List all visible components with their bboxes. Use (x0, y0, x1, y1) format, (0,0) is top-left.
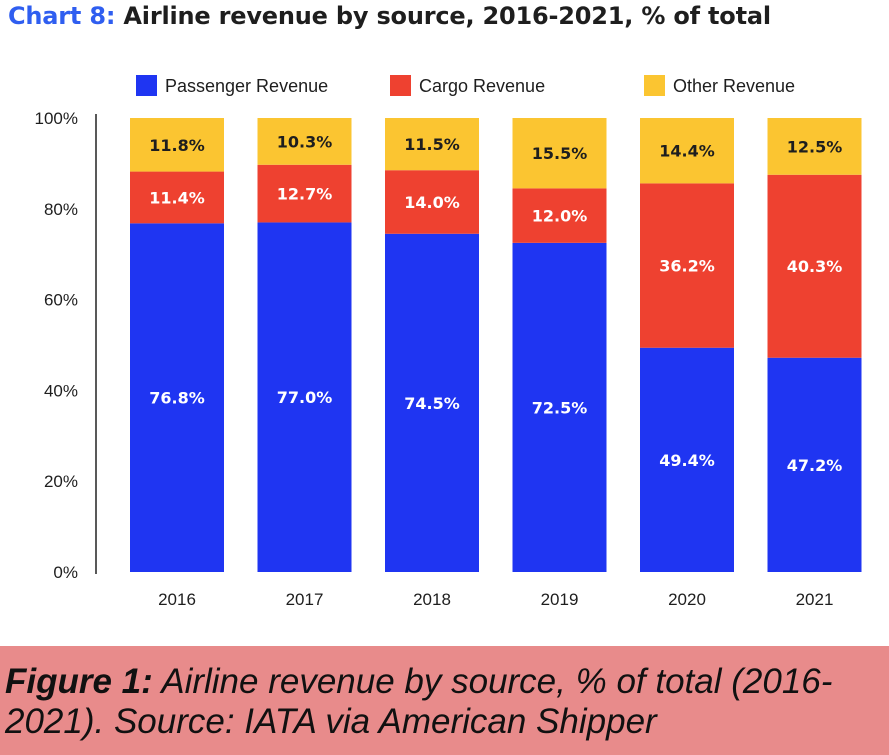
bar-segment (257, 118, 352, 165)
data-label: 14.0% (404, 193, 460, 212)
x-tick-label: 2017 (286, 590, 324, 609)
data-label: 74.5% (404, 394, 460, 413)
x-tick-label: 2021 (796, 590, 834, 609)
data-label: 12.5% (787, 137, 843, 156)
legend-label: Other Revenue (673, 76, 795, 96)
data-label: 10.3% (277, 132, 333, 151)
bar-segment (385, 170, 479, 234)
data-label: 11.4% (149, 188, 205, 207)
caption-text: Airline revenue by source, % of total (2… (5, 662, 833, 741)
y-tick-label: 100% (35, 109, 78, 128)
bar-segment (130, 171, 224, 224)
legend-swatch (390, 75, 411, 96)
bar-segment (385, 233, 479, 572)
bar-segment (385, 118, 479, 171)
legend-swatch (644, 75, 665, 96)
y-tick-label: 0% (53, 563, 78, 582)
bar-segment (257, 222, 352, 573)
bar-segment (130, 118, 224, 172)
data-label: 36.2% (659, 257, 715, 276)
data-label: 76.8% (149, 389, 205, 408)
data-label: 12.7% (277, 185, 333, 204)
bar-segment (640, 347, 734, 572)
bar-segment (767, 357, 862, 572)
chart-title-text: Airline revenue by source, 2016-2021, % … (123, 2, 771, 30)
y-tick-label: 20% (44, 472, 78, 491)
data-label: 72.5% (532, 398, 588, 417)
legend-swatch (136, 75, 157, 96)
data-label: 11.5% (404, 135, 460, 154)
data-label: 11.8% (149, 136, 205, 155)
bar-segment (257, 164, 352, 223)
data-label: 12.0% (532, 207, 588, 226)
bar-segment (640, 118, 734, 184)
chart-title: Chart 8: Airline revenue by source, 2016… (8, 2, 888, 30)
bar-segment (767, 118, 862, 175)
data-label: 47.2% (787, 456, 843, 475)
x-tick-label: 2018 (413, 590, 451, 609)
data-label: 15.5% (532, 144, 588, 163)
bar-segment (130, 223, 224, 572)
bar-segment (512, 242, 607, 572)
x-tick-label: 2019 (541, 590, 579, 609)
legend-label: Cargo Revenue (419, 76, 545, 96)
data-label: 77.0% (277, 388, 333, 407)
bar-segment (640, 183, 734, 348)
data-label: 49.4% (659, 451, 715, 470)
y-tick-label: 80% (44, 200, 78, 219)
legend-label: Passenger Revenue (165, 76, 328, 96)
x-tick-label: 2016 (158, 590, 196, 609)
chart-title-prefix: Chart 8: (8, 2, 116, 30)
data-label: 40.3% (787, 257, 843, 276)
caption-label: Figure 1: (5, 662, 153, 701)
y-tick-label: 60% (44, 291, 78, 310)
data-label: 14.4% (659, 142, 715, 161)
figure-caption: Figure 1: Airline revenue by source, % o… (0, 646, 889, 755)
bar-segment (767, 174, 862, 358)
stacked-bar-chart: 0% 20% 40% 60% 80% 100% 76.8% 11.4% 11.8% 2016 77.… (35, 75, 862, 609)
bar-segment (512, 118, 607, 189)
x-tick-label: 2020 (668, 590, 706, 609)
y-tick-label: 40% (44, 381, 78, 400)
bar-segment (512, 188, 607, 243)
